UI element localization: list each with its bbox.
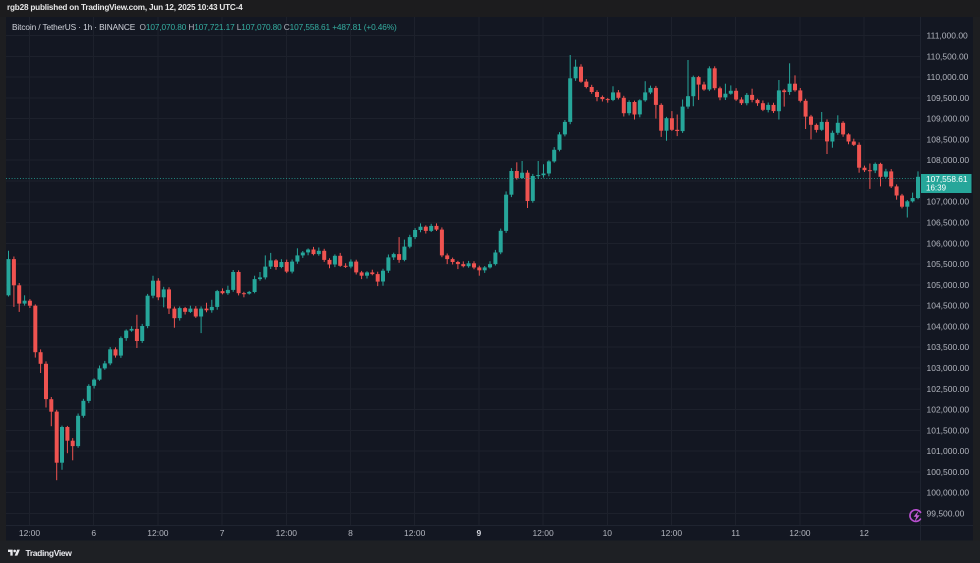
svg-text:108,000.00: 108,000.00 bbox=[927, 155, 970, 165]
svg-text:12:00: 12:00 bbox=[661, 528, 683, 538]
svg-text:108,500.00: 108,500.00 bbox=[927, 134, 970, 144]
svg-text:102,000.00: 102,000.00 bbox=[927, 405, 970, 415]
svg-text:100,500.00: 100,500.00 bbox=[927, 467, 970, 477]
svg-text:104,500.00: 104,500.00 bbox=[927, 301, 970, 311]
svg-text:12:00: 12:00 bbox=[276, 528, 298, 538]
svg-text:105,000.00: 105,000.00 bbox=[927, 280, 970, 290]
svg-text:106,000.00: 106,000.00 bbox=[927, 238, 970, 248]
svg-text:110,000.00: 110,000.00 bbox=[927, 72, 969, 82]
svg-text:107,000.00: 107,000.00 bbox=[927, 197, 970, 207]
svg-text:110,500.00: 110,500.00 bbox=[927, 51, 969, 61]
svg-text:12:00: 12:00 bbox=[147, 528, 169, 538]
svg-text:101,500.00: 101,500.00 bbox=[927, 425, 970, 435]
svg-text:103,500.00: 103,500.00 bbox=[927, 342, 970, 352]
svg-text:12:00: 12:00 bbox=[404, 528, 426, 538]
svg-text:9: 9 bbox=[477, 528, 482, 538]
svg-text:7: 7 bbox=[220, 528, 225, 538]
svg-text:12:00: 12:00 bbox=[789, 528, 811, 538]
svg-text:106,500.00: 106,500.00 bbox=[927, 218, 970, 228]
svg-text:12:00: 12:00 bbox=[532, 528, 554, 538]
svg-text:109,500.00: 109,500.00 bbox=[927, 93, 970, 103]
svg-text:107,558.61: 107,558.61 bbox=[926, 174, 968, 184]
svg-text:100,000.00: 100,000.00 bbox=[927, 488, 970, 498]
svg-text:109,000.00: 109,000.00 bbox=[927, 114, 970, 124]
svg-text:102,500.00: 102,500.00 bbox=[927, 384, 970, 394]
svg-text:111,000.00: 111,000.00 bbox=[927, 31, 969, 41]
svg-text:104,000.00: 104,000.00 bbox=[927, 321, 970, 331]
svg-text:10: 10 bbox=[603, 528, 613, 538]
svg-text:6: 6 bbox=[91, 528, 96, 538]
svg-text:99,500.00: 99,500.00 bbox=[927, 509, 965, 519]
svg-text:101,000.00: 101,000.00 bbox=[927, 446, 970, 456]
svg-text:16:39: 16:39 bbox=[926, 184, 947, 193]
svg-text:105,500.00: 105,500.00 bbox=[927, 259, 970, 269]
svg-text:103,000.00: 103,000.00 bbox=[927, 363, 970, 373]
svg-text:11: 11 bbox=[731, 528, 740, 538]
svg-text:12:00: 12:00 bbox=[19, 528, 41, 538]
svg-text:12: 12 bbox=[859, 528, 869, 538]
svg-text:8: 8 bbox=[348, 528, 353, 538]
